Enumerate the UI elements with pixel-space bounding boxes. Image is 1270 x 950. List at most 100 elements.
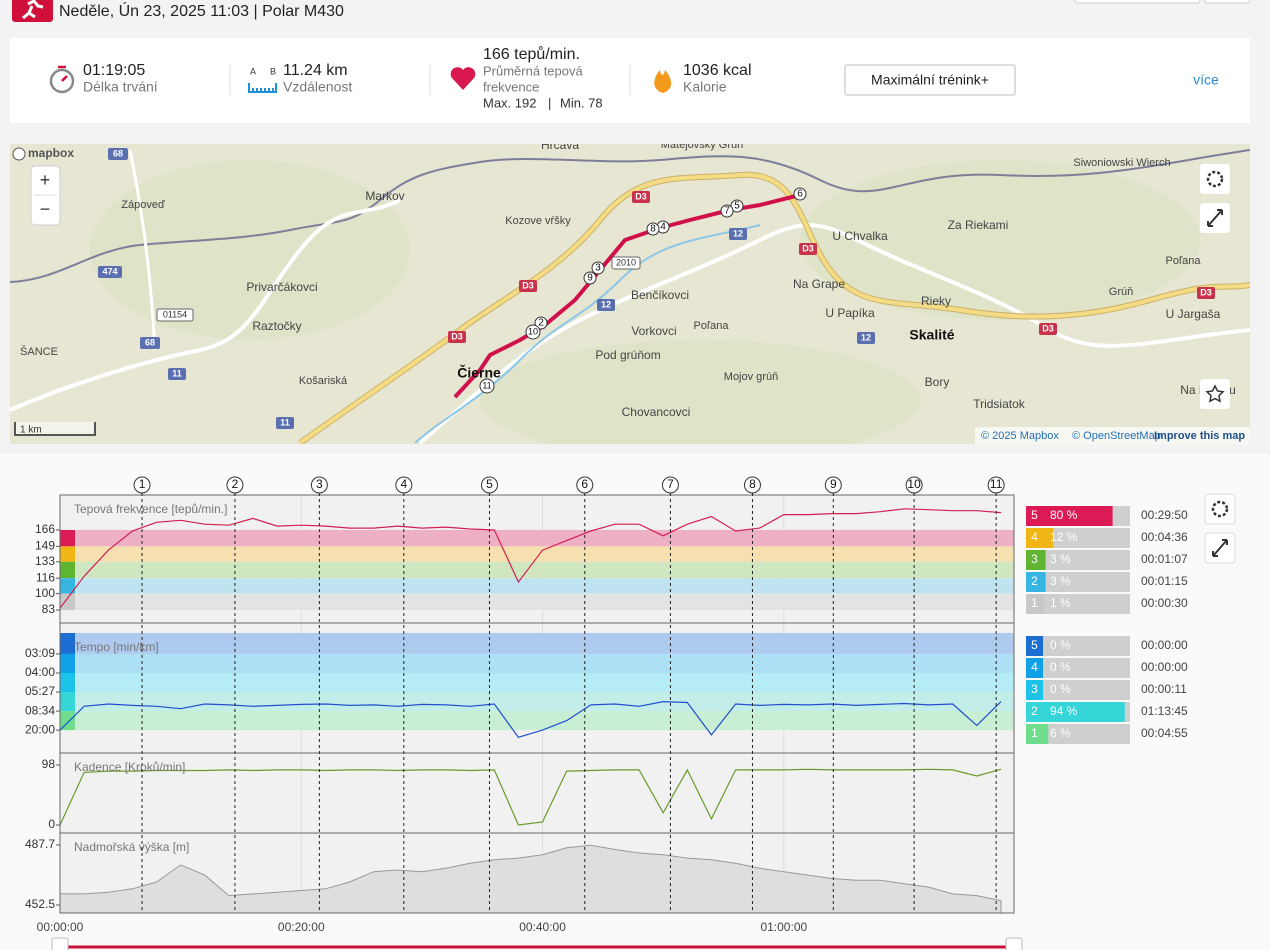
place: Čierne (457, 364, 501, 381)
y-tick-label: 149 (35, 539, 55, 553)
lap-marker (743, 476, 761, 494)
pace-line (59, 700, 1002, 738)
zone-number: 1 (1031, 596, 1038, 610)
heart-rate-line (59, 508, 1002, 609)
zone-strip (60, 529, 75, 547)
benefit-button[interactable] (844, 64, 1016, 96)
zone-bar (1043, 594, 1044, 614)
lap-label: 1 (139, 477, 146, 491)
shield (448, 331, 466, 343)
zone-number: 5 (1031, 508, 1038, 522)
duration: 01:19:05 (83, 62, 145, 79)
lap-marker-label: 8 (650, 224, 656, 235)
y-tick-label: 0 (48, 817, 55, 831)
zone-number: 2 (1031, 574, 1038, 588)
shield (1197, 287, 1215, 299)
y-tick-label: 03:09 (25, 646, 55, 660)
cadence-line (59, 768, 1002, 826)
place: Mojov grúň (724, 371, 778, 383)
zone-percent: 1 % (1050, 596, 1071, 610)
shield (276, 417, 294, 429)
zone-number-box (1026, 680, 1043, 700)
place: Zápoveď (121, 199, 165, 211)
benefit-button-label[interactable]: Maximální trénink+ (871, 72, 989, 88)
attribution-bg (975, 427, 1250, 444)
map-favorite-button[interactable] (1200, 379, 1230, 409)
stopwatch-icon (49, 68, 75, 94)
hr-min: Min. 78 (560, 95, 603, 110)
zone-number: 4 (1031, 660, 1038, 674)
shield (632, 191, 650, 203)
zone-percent: 0 % (1050, 660, 1071, 674)
zone-percent: 94 % (1050, 704, 1078, 718)
zone-band (75, 529, 1014, 547)
lap-marker (534, 316, 548, 330)
lap-marker-label: 6 (797, 189, 803, 200)
place: Tridsiatok (973, 397, 1026, 411)
place: Markov (365, 189, 404, 203)
zone-bar-track (1043, 594, 1130, 614)
zone-number-box (1026, 594, 1043, 614)
shield-label: 11 (172, 368, 182, 378)
zone-band (75, 653, 1014, 673)
hr-max: Max. 192 (483, 95, 536, 110)
lap-marker (646, 222, 660, 236)
zoom-out[interactable]: − (40, 199, 51, 219)
plot-frame (59, 494, 1015, 914)
top-button[interactable] (1074, 0, 1201, 4)
lap-marker-label: 9 (587, 273, 593, 284)
zone-band (75, 578, 1014, 594)
shield (108, 148, 128, 160)
x-tick-label: 00:40:00 (519, 920, 566, 934)
range-handle[interactable] (51, 937, 69, 950)
x-tick-label: 00:00:00 (37, 920, 84, 934)
zone-band (75, 561, 1014, 579)
hr-label: frekvence (483, 79, 539, 94)
shield-label: 12 (601, 299, 611, 309)
lap-label: 10 (907, 477, 921, 491)
y-tick-label: 166 (35, 522, 55, 536)
chart-settings-button[interactable] (1204, 493, 1236, 525)
zone-number: 4 (1031, 530, 1038, 544)
zone-band (75, 593, 1014, 610)
zone-number-box (1026, 702, 1043, 722)
zoom-in[interactable]: + (40, 170, 51, 190)
shield (611, 256, 641, 270)
hr-separator: | (548, 95, 551, 110)
zone-percent: 80 % (1050, 508, 1078, 522)
road (10, 198, 401, 412)
range-handle[interactable] (1005, 937, 1023, 950)
distance: 11.24 km (283, 62, 348, 79)
attribution[interactable]: Improve this map (1154, 430, 1245, 442)
map[interactable]: Hrčava Matejovský Grúň Siwoniowski Wierc… (10, 138, 1250, 460)
top-button[interactable] (1203, 0, 1251, 4)
place: Pod grúňom (595, 348, 660, 362)
calories-label: Kalorie (683, 79, 727, 95)
attribution[interactable]: © 2025 Mapbox (981, 430, 1059, 442)
zone-time: 00:00:30 (1141, 596, 1188, 610)
lap-label: 3 (316, 477, 323, 491)
x-tick-label: 00:20:00 (278, 920, 325, 934)
lap-marker (987, 476, 1005, 494)
lap-marker-label: 7 (724, 206, 730, 217)
zone-percent: 6 % (1050, 726, 1071, 740)
map-settings-button[interactable] (1200, 164, 1230, 194)
shield (168, 368, 186, 380)
zone-bar (1043, 702, 1125, 722)
y-tick-label: 452.5 (25, 897, 55, 911)
mapbox-logo-icon (12, 147, 26, 161)
shield-label: D3 (635, 191, 647, 201)
road (418, 223, 1250, 444)
zone-bar-track (1043, 724, 1130, 744)
attribution[interactable]: © OpenStreetMap (1072, 430, 1161, 442)
more-link[interactable]: více (1193, 72, 1219, 88)
shield-label: 68 (145, 337, 155, 347)
x-tick-label: 01:00:00 (760, 920, 807, 934)
shield (597, 299, 615, 311)
mapbox-logo: mapbox (28, 146, 74, 160)
place: Raztočky (252, 319, 301, 333)
zone-number-box (1026, 636, 1043, 656)
zone-number: 5 (1031, 638, 1038, 652)
shield (98, 266, 122, 278)
